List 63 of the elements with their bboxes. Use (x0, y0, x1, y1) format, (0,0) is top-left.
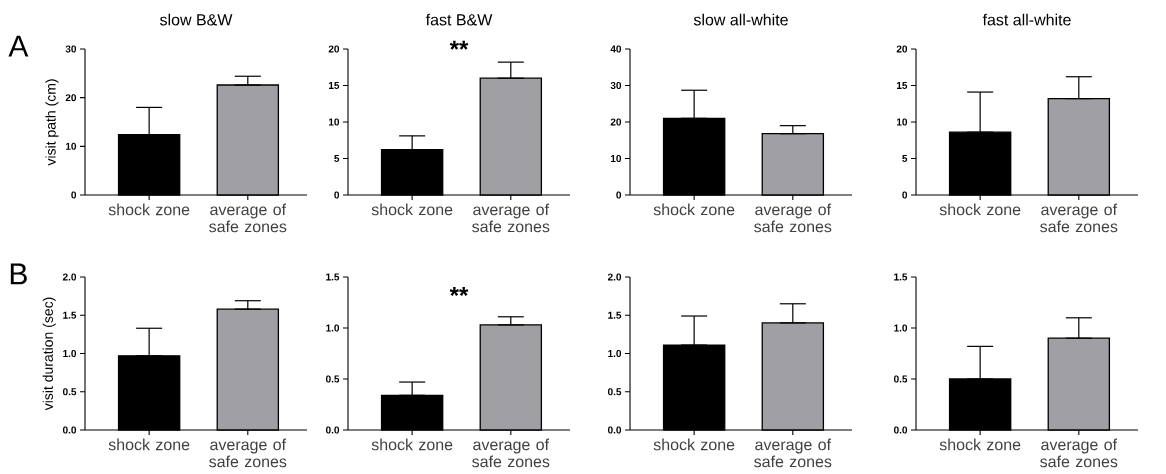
annotation: ** (449, 40, 469, 50)
y-tick-label: 0.5 (325, 375, 340, 383)
y-tick-label: 0 (71, 191, 77, 199)
annotation: ** (449, 287, 469, 297)
y-tick-label: 0.0 (893, 426, 908, 434)
chart-title: fast all-white (982, 13, 1071, 26)
y-tick-label: 40 (610, 45, 622, 53)
y-tick-label: 2.0 (607, 273, 622, 281)
y-tick-label: 15 (328, 82, 340, 89)
chart-title: fast B&W (425, 13, 493, 26)
y-tick-label: 0.0 (607, 426, 622, 434)
y-tick-label: 0.0 (62, 426, 77, 434)
y-tick-label: 10 (896, 118, 908, 126)
x-tick-label: shock zone (653, 203, 735, 216)
y-tick-label: 5 (902, 155, 908, 162)
y-tick-label: 5 (334, 155, 340, 162)
text: B (10, 263, 27, 285)
chart-title: slow B&W (159, 13, 233, 26)
y-tick-label: 1.0 (326, 324, 340, 332)
y-tick-label: 0.5 (893, 375, 908, 383)
y-tick-label: 20 (610, 118, 622, 126)
y-tick-label: 0 (334, 191, 340, 199)
x-tick-label: average of safe zones (209, 438, 287, 468)
y-tick-label: 1.5 (63, 311, 77, 319)
y-tick-label: 1.5 (894, 273, 908, 281)
y-tick-label: 10 (610, 154, 622, 163)
y-tick-label: 1.5 (608, 311, 622, 319)
y-tick-label: 10 (328, 118, 340, 126)
text: A (8, 35, 29, 57)
x-tick-label: shock zone (371, 438, 453, 451)
y-tick-label: 1.0 (894, 324, 908, 332)
y-tick-label: 0.0 (325, 426, 340, 434)
x-tick-label: average of safe zones (754, 438, 832, 468)
x-tick-label: shock zone (108, 438, 190, 451)
x-tick-label: shock zone (939, 438, 1021, 451)
x-tick-label: average of safe zones (472, 203, 550, 233)
y-tick-label: 1.0 (608, 349, 622, 358)
y-axis-title: visit path (cm) (45, 79, 59, 166)
x-tick-label: average of safe zones (1040, 438, 1118, 468)
y-tick-label: 1.0 (63, 349, 77, 358)
y-tick-label: 20 (896, 45, 908, 53)
y-tick-label: 0 (902, 191, 908, 199)
x-tick-label: shock zone (108, 203, 190, 216)
x-tick-label: shock zone (939, 203, 1021, 216)
x-tick-label: shock zone (653, 438, 735, 451)
x-tick-label: average of safe zones (754, 203, 832, 233)
x-tick-label: average of safe zones (1040, 203, 1118, 233)
y-tick-label: 20 (328, 45, 340, 53)
y-tick-label: 0.5 (62, 388, 77, 396)
chart-title: slow all-white (693, 13, 788, 26)
y-tick-label: 15 (896, 82, 908, 89)
y-tick-label: 1.5 (326, 273, 340, 281)
y-tick-label: 10 (65, 142, 77, 150)
y-tick-label: 30 (610, 81, 622, 90)
x-tick-label: average of safe zones (209, 203, 287, 233)
x-tick-label: shock zone (371, 203, 453, 216)
y-axis-title: visit duration (sec) (42, 297, 56, 411)
x-tick-label: average of safe zones (472, 438, 550, 468)
y-tick-label: 20 (65, 94, 77, 102)
y-tick-label: 2.0 (62, 273, 77, 281)
y-tick-label: 0 (616, 191, 622, 199)
y-tick-label: 0.5 (607, 388, 622, 396)
y-tick-label: 30 (65, 45, 77, 53)
